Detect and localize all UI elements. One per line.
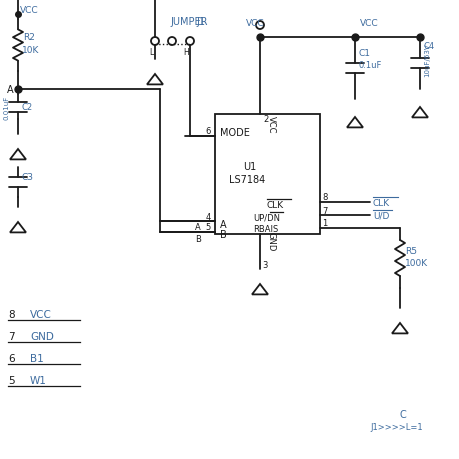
Text: 7: 7 bbox=[8, 331, 15, 341]
Text: U/D: U/D bbox=[372, 211, 388, 220]
Text: 6: 6 bbox=[205, 127, 211, 136]
Text: R2: R2 bbox=[23, 33, 35, 41]
Text: L: L bbox=[149, 47, 153, 56]
Text: VCC: VCC bbox=[245, 19, 264, 28]
Text: A: A bbox=[195, 223, 200, 232]
Text: J1>>>>L=1: J1>>>>L=1 bbox=[369, 423, 422, 431]
Text: 6: 6 bbox=[8, 353, 15, 363]
Text: C1: C1 bbox=[358, 48, 370, 57]
Text: LS7184: LS7184 bbox=[229, 174, 265, 185]
Text: 5: 5 bbox=[8, 375, 15, 385]
Text: VCC: VCC bbox=[30, 309, 52, 319]
Text: VCC: VCC bbox=[266, 116, 275, 134]
Text: CLK: CLK bbox=[266, 200, 284, 209]
Text: 0.01uF: 0.01uF bbox=[3, 95, 9, 120]
Text: 10uF/63V: 10uF/63V bbox=[423, 43, 429, 77]
Text: 7: 7 bbox=[321, 206, 327, 215]
Text: 3: 3 bbox=[262, 260, 267, 269]
Text: 8: 8 bbox=[8, 309, 15, 319]
Text: A: A bbox=[7, 85, 14, 95]
Text: W1: W1 bbox=[30, 375, 47, 385]
Text: 10K: 10K bbox=[22, 45, 39, 54]
Text: 2: 2 bbox=[263, 115, 268, 124]
Text: GND: GND bbox=[266, 232, 275, 251]
Text: UP/DN: UP/DN bbox=[252, 213, 280, 222]
Text: H: H bbox=[183, 47, 189, 56]
Bar bbox=[214, 115, 319, 235]
Text: 0.1uF: 0.1uF bbox=[358, 61, 381, 69]
Text: GND: GND bbox=[30, 331, 54, 341]
Text: 4: 4 bbox=[205, 212, 211, 221]
Text: CLK: CLK bbox=[372, 198, 389, 207]
Text: RBAIS: RBAIS bbox=[252, 225, 278, 234]
Text: 8: 8 bbox=[321, 193, 327, 202]
Text: VCC: VCC bbox=[359, 19, 378, 28]
Text: A: A bbox=[219, 219, 226, 230]
Text: C4: C4 bbox=[423, 41, 434, 50]
Text: U1: U1 bbox=[242, 162, 256, 172]
Text: C: C bbox=[399, 409, 406, 419]
Text: B: B bbox=[195, 234, 201, 243]
Text: C2: C2 bbox=[21, 103, 32, 112]
Text: VCC: VCC bbox=[20, 6, 39, 15]
Text: JUMPER: JUMPER bbox=[170, 17, 207, 27]
Text: 100K: 100K bbox=[404, 259, 427, 268]
Text: 1: 1 bbox=[321, 219, 326, 228]
Text: 5: 5 bbox=[205, 223, 211, 232]
Text: B1: B1 bbox=[30, 353, 44, 363]
Text: C3: C3 bbox=[21, 173, 33, 182]
Text: B: B bbox=[219, 230, 226, 240]
Text: MODE: MODE bbox=[219, 128, 249, 138]
Text: J1: J1 bbox=[196, 17, 205, 27]
Text: R5: R5 bbox=[404, 246, 416, 255]
